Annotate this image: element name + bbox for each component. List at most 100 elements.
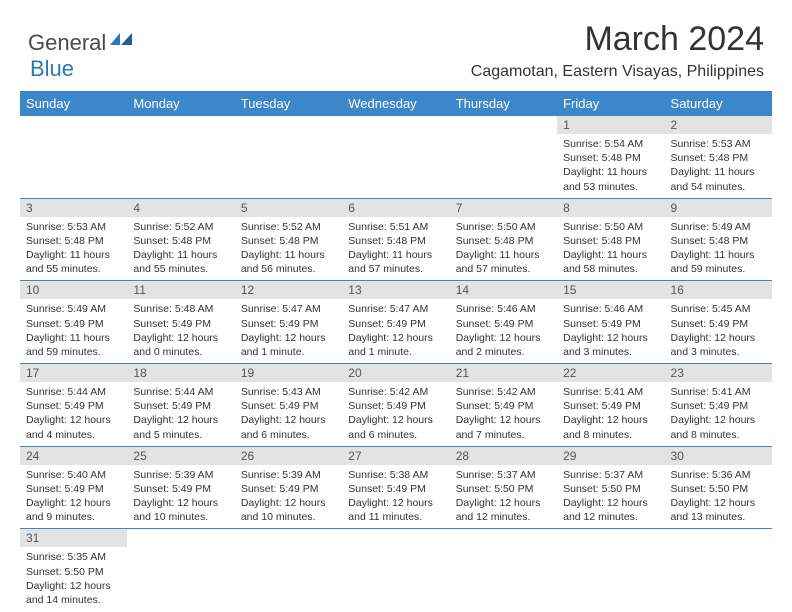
day-number: 28 (450, 447, 557, 465)
header: General March 2024 Cagamotan, Eastern Vi… (0, 0, 792, 85)
day-details: Sunrise: 5:43 AMSunset: 5:49 PMDaylight:… (235, 382, 342, 446)
sunrise-text: Sunrise: 5:46 AM (456, 302, 551, 316)
calendar-day-cell (20, 116, 127, 198)
daylight-text: Daylight: 11 hours and 57 minutes. (348, 248, 443, 276)
daylight-text: Daylight: 11 hours and 54 minutes. (671, 165, 766, 193)
calendar-week-row: 24Sunrise: 5:40 AMSunset: 5:49 PMDayligh… (20, 446, 772, 529)
sunset-text: Sunset: 5:49 PM (348, 317, 443, 331)
day-number: 6 (342, 199, 449, 217)
day-details: Sunrise: 5:45 AMSunset: 5:49 PMDaylight:… (665, 299, 772, 363)
sunset-text: Sunset: 5:49 PM (133, 399, 228, 413)
daylight-text: Daylight: 12 hours and 10 minutes. (241, 496, 336, 524)
day-number: 8 (557, 199, 664, 217)
daylight-text: Daylight: 11 hours and 59 minutes. (26, 331, 121, 359)
daylight-text: Daylight: 11 hours and 59 minutes. (671, 248, 766, 276)
calendar-day-cell: 11Sunrise: 5:48 AMSunset: 5:49 PMDayligh… (127, 281, 234, 364)
day-details: Sunrise: 5:44 AMSunset: 5:49 PMDaylight:… (20, 382, 127, 446)
weekday-header: Thursday (450, 91, 557, 116)
calendar-day-cell: 4 Sunrise: 5:52 AMSunset: 5:48 PMDaylight… (127, 198, 234, 281)
day-number: 20 (342, 364, 449, 382)
sunset-text: Sunset: 5:49 PM (26, 399, 121, 413)
calendar-day-cell: 22Sunrise: 5:41 AMSunset: 5:49 PMDayligh… (557, 364, 664, 447)
sunset-text: Sunset: 5:49 PM (241, 482, 336, 496)
calendar-day-cell: 9Sunrise: 5:49 AMSunset: 5:48 PMDaylight… (665, 198, 772, 281)
brand-text-2: Blue (30, 56, 74, 82)
calendar-day-cell: 30Sunrise: 5:36 AMSunset: 5:50 PMDayligh… (665, 446, 772, 529)
weekday-header: Sunday (20, 91, 127, 116)
day-details: Sunrise: 5:51 AMSunset: 5:48 PMDaylight:… (342, 217, 449, 281)
sunrise-text: Sunrise: 5:39 AM (241, 468, 336, 482)
calendar-day-cell (235, 529, 342, 611)
day-details: Sunrise: 5:41 AMSunset: 5:49 PMDaylight:… (665, 382, 772, 446)
calendar-day-cell: 21Sunrise: 5:42 AMSunset: 5:49 PMDayligh… (450, 364, 557, 447)
day-number: 19 (235, 364, 342, 382)
sunset-text: Sunset: 5:48 PM (241, 234, 336, 248)
sunrise-text: Sunrise: 5:39 AM (133, 468, 228, 482)
calendar-day-cell (342, 116, 449, 198)
sunrise-text: Sunrise: 5:53 AM (26, 220, 121, 234)
sunset-text: Sunset: 5:49 PM (241, 317, 336, 331)
title-block: March 2024 Cagamotan, Eastern Visayas, P… (471, 20, 764, 81)
day-number: 11 (127, 281, 234, 299)
calendar-day-cell: 18Sunrise: 5:44 AMSunset: 5:49 PMDayligh… (127, 364, 234, 447)
calendar-day-cell: 31Sunrise: 5:35 AMSunset: 5:50 PMDayligh… (20, 529, 127, 611)
day-number: 29 (557, 447, 664, 465)
sunrise-text: Sunrise: 5:37 AM (563, 468, 658, 482)
day-details: Sunrise: 5:44 AMSunset: 5:49 PMDaylight:… (127, 382, 234, 446)
day-details: Sunrise: 5:37 AMSunset: 5:50 PMDaylight:… (557, 465, 664, 529)
sunset-text: Sunset: 5:50 PM (563, 482, 658, 496)
day-number: 24 (20, 447, 127, 465)
daylight-text: Daylight: 11 hours and 53 minutes. (563, 165, 658, 193)
weekday-header: Friday (557, 91, 664, 116)
sunrise-text: Sunrise: 5:43 AM (241, 385, 336, 399)
sunset-text: Sunset: 5:49 PM (26, 317, 121, 331)
calendar-day-cell (235, 116, 342, 198)
daylight-text: Daylight: 12 hours and 14 minutes. (26, 579, 121, 607)
day-details: Sunrise: 5:50 AMSunset: 5:48 PMDaylight:… (450, 217, 557, 281)
day-details: Sunrise: 5:46 AMSunset: 5:49 PMDaylight:… (450, 299, 557, 363)
brand-text-1: General (28, 30, 106, 56)
calendar-week-row: 10Sunrise: 5:49 AMSunset: 5:49 PMDayligh… (20, 281, 772, 364)
day-number: 4 (127, 199, 234, 217)
daylight-text: Daylight: 12 hours and 6 minutes. (348, 413, 443, 441)
sunset-text: Sunset: 5:48 PM (456, 234, 551, 248)
calendar-day-cell: 24Sunrise: 5:40 AMSunset: 5:49 PMDayligh… (20, 446, 127, 529)
day-number: 26 (235, 447, 342, 465)
day-number: 2 (665, 116, 772, 134)
daylight-text: Daylight: 12 hours and 3 minutes. (563, 331, 658, 359)
day-details: Sunrise: 5:48 AMSunset: 5:49 PMDaylight:… (127, 299, 234, 363)
sunrise-text: Sunrise: 5:36 AM (671, 468, 766, 482)
sunrise-text: Sunrise: 5:35 AM (26, 550, 121, 564)
sunrise-text: Sunrise: 5:52 AM (133, 220, 228, 234)
day-number: 27 (342, 447, 449, 465)
sunrise-text: Sunrise: 5:41 AM (671, 385, 766, 399)
daylight-text: Daylight: 11 hours and 55 minutes. (26, 248, 121, 276)
calendar-day-cell: 5Sunrise: 5:52 AMSunset: 5:48 PMDaylight… (235, 198, 342, 281)
daylight-text: Daylight: 12 hours and 1 minute. (348, 331, 443, 359)
sunrise-text: Sunrise: 5:50 AM (456, 220, 551, 234)
sunset-text: Sunset: 5:48 PM (348, 234, 443, 248)
day-number: 3 (20, 199, 127, 217)
sunset-text: Sunset: 5:48 PM (26, 234, 121, 248)
sunset-text: Sunset: 5:48 PM (563, 234, 658, 248)
sunset-text: Sunset: 5:48 PM (133, 234, 228, 248)
day-details: Sunrise: 5:50 AMSunset: 5:48 PMDaylight:… (557, 217, 664, 281)
day-number: 15 (557, 281, 664, 299)
brand-logo: General (28, 20, 138, 56)
sunrise-text: Sunrise: 5:54 AM (563, 137, 658, 151)
day-number: 23 (665, 364, 772, 382)
daylight-text: Daylight: 12 hours and 8 minutes. (563, 413, 658, 441)
calendar-day-cell: 13Sunrise: 5:47 AMSunset: 5:49 PMDayligh… (342, 281, 449, 364)
day-number: 7 (450, 199, 557, 217)
sunrise-text: Sunrise: 5:52 AM (241, 220, 336, 234)
day-details: Sunrise: 5:49 AMSunset: 5:48 PMDaylight:… (665, 217, 772, 281)
weekday-header-row: Sunday Monday Tuesday Wednesday Thursday… (20, 91, 772, 116)
day-number: 14 (450, 281, 557, 299)
daylight-text: Daylight: 11 hours and 55 minutes. (133, 248, 228, 276)
day-number: 18 (127, 364, 234, 382)
daylight-text: Daylight: 12 hours and 11 minutes. (348, 496, 443, 524)
daylight-text: Daylight: 12 hours and 7 minutes. (456, 413, 551, 441)
calendar-day-cell (127, 529, 234, 611)
calendar-day-cell (127, 116, 234, 198)
sunset-text: Sunset: 5:49 PM (671, 317, 766, 331)
